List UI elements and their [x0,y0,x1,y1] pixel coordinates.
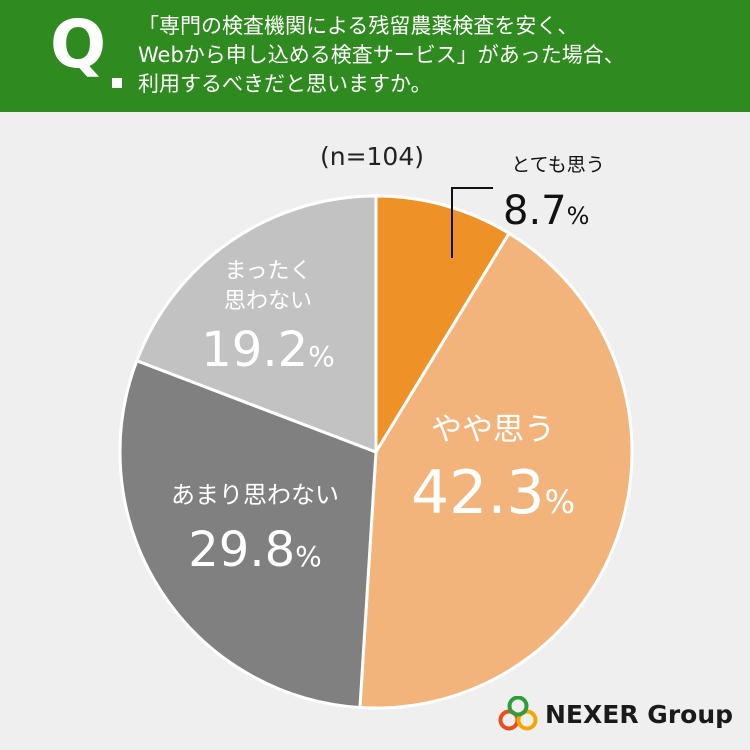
slice-label-not-at-all-1: まったく [224,259,311,284]
slice-label-somewhat: やや思う [431,412,555,448]
slice-very-much [374,194,511,454]
logo-rings-icon [498,696,538,731]
question-line-2: Webから申し込める検査サービス」があった場合、 [138,43,625,67]
question-header: Q 「専門の検査機関による残留農薬検査を安く、 Webから申し込める検査サービス… [0,0,750,112]
slice-value-not-at-all: 19.2% [201,322,334,378]
logo-text: NEXER Group [545,699,734,729]
slice-value-very-much: 8.7% [503,188,589,234]
slice-value-not-much: 29.8% [188,522,321,578]
callout-line [451,187,493,258]
pie-slices [118,194,634,710]
slice-not-at-all [135,194,378,454]
question-line-3: 利用するべきだと思いますか。 [138,72,432,96]
question-text: 「専門の検査機関による残留農薬検査を安く、 Webから申し込める検査サービス」が… [138,12,738,99]
q-label: Q [50,6,107,83]
q-dot [112,78,122,88]
slice-somewhat [358,231,634,710]
slice-label-very-much: とても思う [511,154,604,176]
slice-label-not-much: あまり思わない [171,481,339,509]
sample-size-label: (n=104) [320,142,424,171]
slice-not-much [118,359,378,709]
slice-value-somewhat: 42.3% [411,458,575,528]
slice-label-not-at-all-2: 思わない [224,289,312,314]
nexer-group-logo: NEXER Group [497,694,733,734]
question-line-1: 「専門の検査機関による残留農薬検査を安く、 [138,14,579,38]
